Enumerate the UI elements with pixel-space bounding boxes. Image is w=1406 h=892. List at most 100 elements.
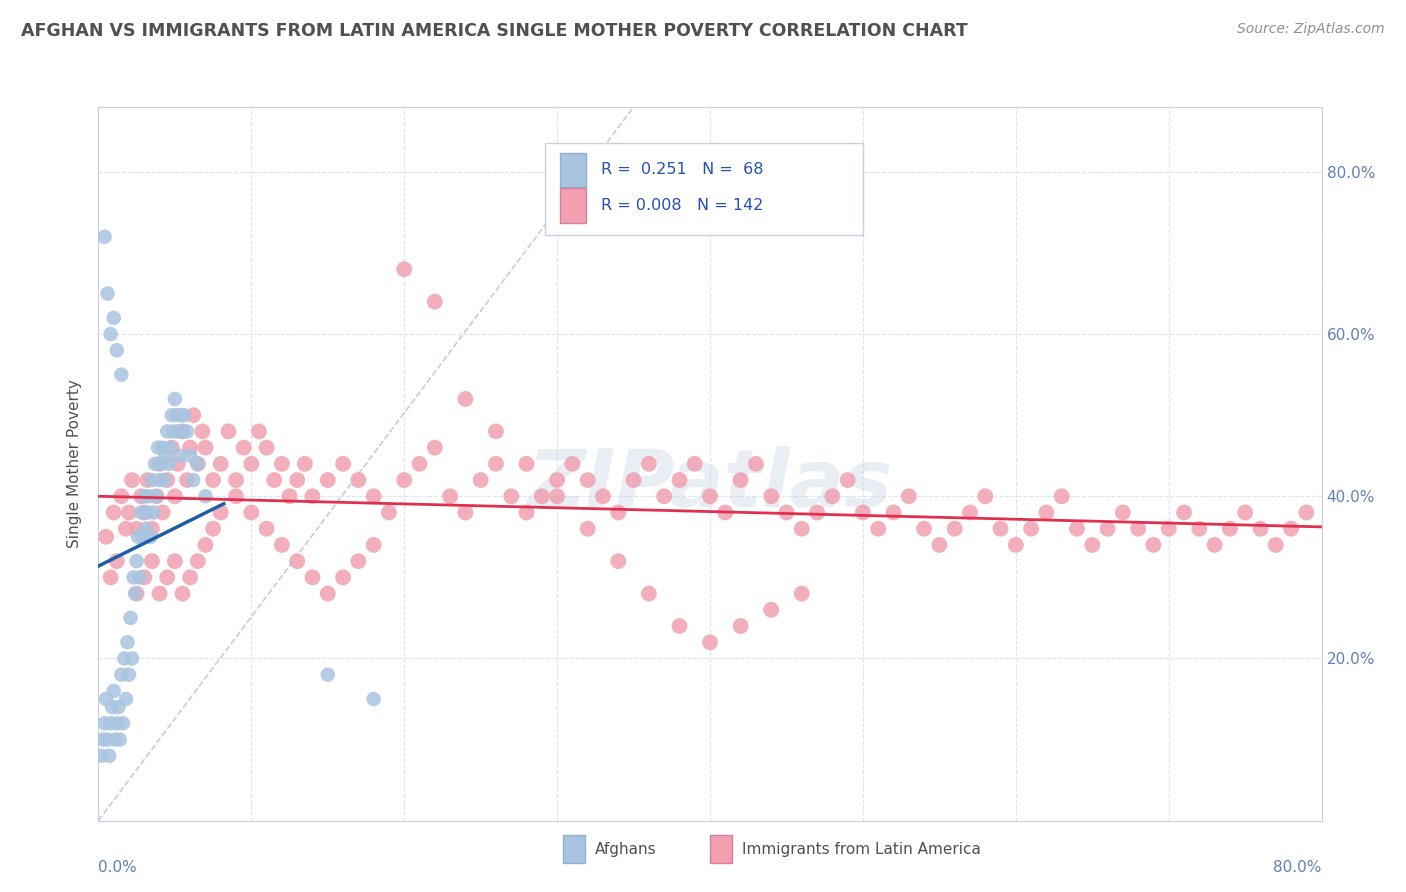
Point <box>156 570 179 584</box>
Point <box>138 489 160 503</box>
Point <box>1142 538 1164 552</box>
Point <box>699 635 721 649</box>
Point <box>170 408 193 422</box>
Point <box>775 506 797 520</box>
Point <box>730 473 752 487</box>
Point <box>392 473 416 487</box>
Point <box>240 506 263 520</box>
Point <box>136 506 159 520</box>
Point <box>93 229 115 244</box>
Point <box>194 441 217 455</box>
Point <box>93 716 115 731</box>
Point <box>94 530 117 544</box>
Point <box>167 457 190 471</box>
Point <box>176 425 198 439</box>
Point <box>912 522 935 536</box>
Point <box>897 489 920 503</box>
Point <box>837 473 859 487</box>
Point <box>156 425 179 439</box>
Point <box>118 506 141 520</box>
Point <box>1173 506 1195 520</box>
Point <box>1081 538 1104 552</box>
Point <box>169 449 191 463</box>
Point <box>94 692 117 706</box>
Point <box>759 603 782 617</box>
Point <box>637 457 661 471</box>
Point <box>1188 522 1211 536</box>
Point <box>179 441 201 455</box>
Point <box>146 441 169 455</box>
Point <box>91 732 114 747</box>
Point <box>181 408 204 422</box>
Point <box>152 441 174 455</box>
Point <box>118 667 141 681</box>
Point <box>105 716 128 731</box>
Point <box>516 457 538 471</box>
Point <box>1219 522 1241 536</box>
Point <box>1157 522 1180 536</box>
Point <box>256 441 278 455</box>
Point <box>194 489 217 503</box>
Point <box>285 473 308 487</box>
Point <box>187 554 209 568</box>
Point <box>576 522 599 536</box>
Point <box>115 692 138 706</box>
Point <box>209 506 232 520</box>
Point <box>683 457 706 471</box>
Point <box>141 554 163 568</box>
Point <box>454 392 477 406</box>
Point <box>270 457 292 471</box>
Point <box>285 554 308 568</box>
Point <box>240 457 263 471</box>
Point <box>107 700 129 714</box>
Point <box>104 732 127 747</box>
Point <box>176 473 198 487</box>
Point <box>172 586 194 600</box>
Point <box>163 392 186 406</box>
Point <box>1019 522 1042 536</box>
Point <box>160 441 183 455</box>
Point <box>1128 522 1150 536</box>
Point <box>332 457 354 471</box>
Point <box>97 732 120 747</box>
Point <box>247 425 270 439</box>
Point <box>1035 506 1057 520</box>
Point <box>139 530 162 544</box>
Point <box>301 570 323 584</box>
Point <box>301 489 323 503</box>
Point <box>546 473 568 487</box>
Bar <box>560 188 586 223</box>
Point <box>209 457 232 471</box>
Point <box>470 473 492 487</box>
Point <box>668 619 690 633</box>
Point <box>145 489 167 503</box>
Point <box>134 570 156 584</box>
Point <box>121 473 143 487</box>
Point <box>103 310 125 325</box>
Text: Source: ZipAtlas.com: Source: ZipAtlas.com <box>1237 22 1385 37</box>
Point <box>745 457 768 471</box>
Point <box>132 530 155 544</box>
Point <box>423 294 446 309</box>
Bar <box>564 835 585 863</box>
Point <box>1097 522 1119 536</box>
Point <box>347 554 370 568</box>
Point <box>316 586 339 600</box>
Point <box>156 473 179 487</box>
Point <box>637 586 661 600</box>
Point <box>125 586 148 600</box>
Point <box>699 489 721 503</box>
Point <box>172 425 194 439</box>
Bar <box>710 835 733 863</box>
Point <box>135 522 157 536</box>
Bar <box>560 153 586 187</box>
Point <box>943 522 966 536</box>
Point <box>1112 506 1135 520</box>
Point <box>363 692 385 706</box>
Point <box>157 457 180 471</box>
Point <box>117 635 139 649</box>
Point <box>134 506 156 520</box>
Point <box>1004 538 1026 552</box>
Point <box>100 327 122 342</box>
Point <box>125 554 148 568</box>
